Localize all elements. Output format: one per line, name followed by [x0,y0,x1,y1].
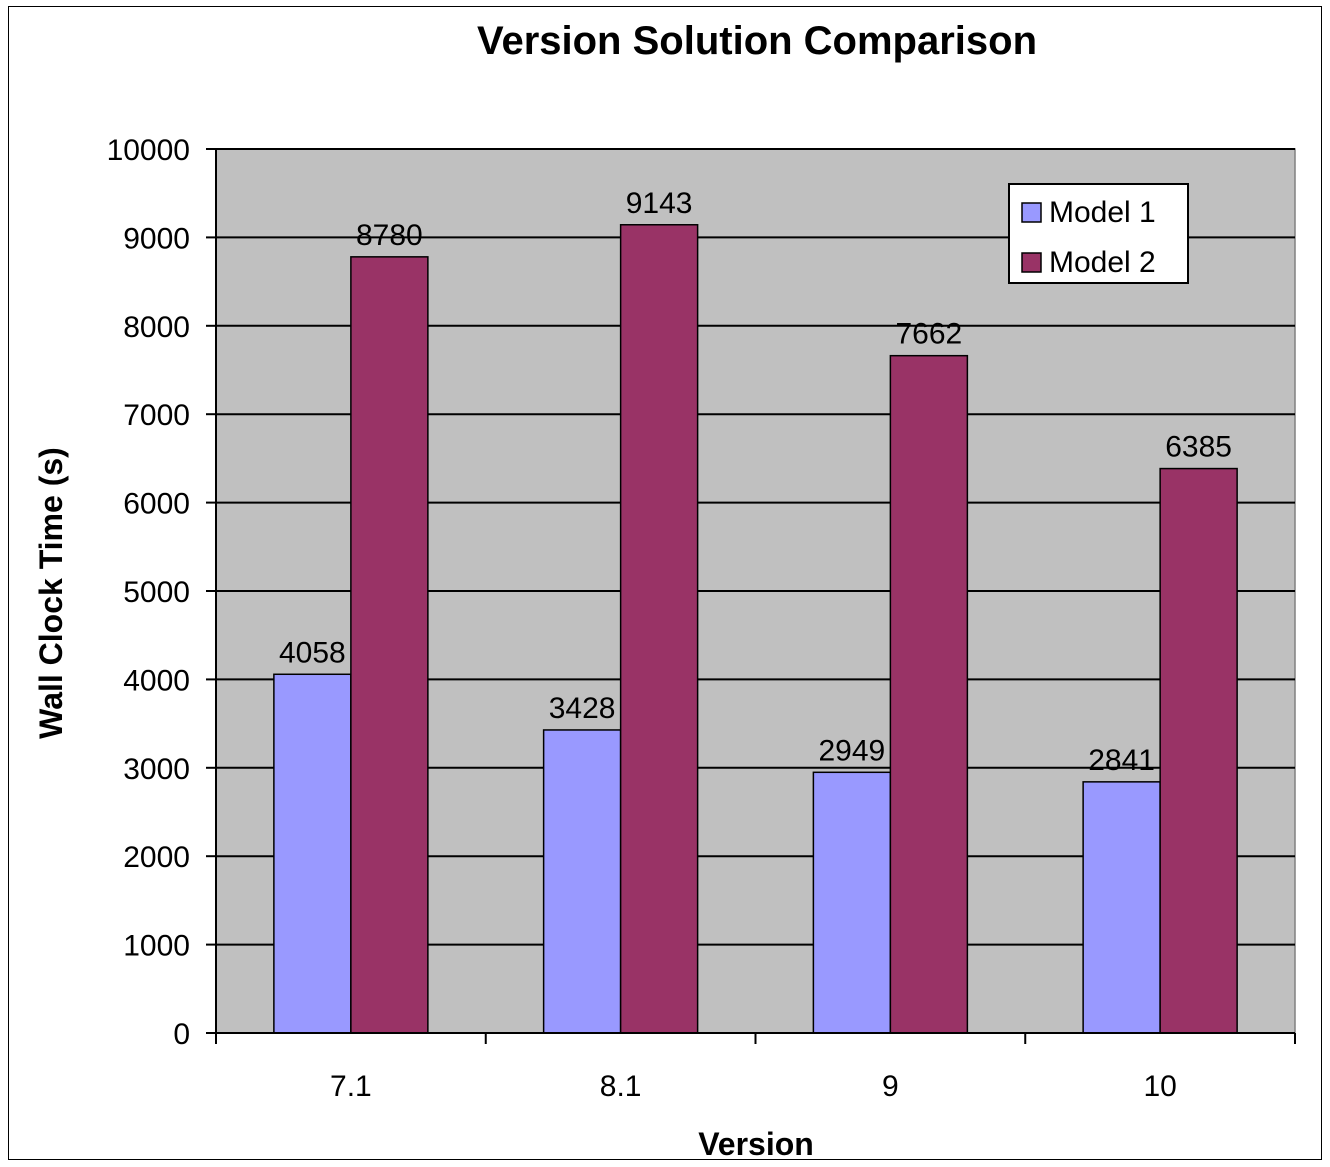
bar [542,729,622,1034]
bar [889,354,969,1034]
bar [619,224,699,1034]
y-tick-label: 5000 [123,576,190,609]
y-tick-label: 10000 [107,134,190,167]
y-tick-label: 6000 [123,488,190,521]
data-label: 8780 [356,219,423,252]
x-tick-label: 10 [1143,1070,1176,1103]
y-tick-label: 7000 [123,399,190,432]
bar [273,673,352,1034]
data-label: 7662 [896,318,963,351]
y-tick-label: 8000 [123,311,190,344]
x-tick-label: 8.1 [600,1070,642,1103]
data-label: 3428 [549,692,616,725]
plot-area: 0 1000 2000 3000 4000 5000 6000 7000 8000 9000 100… [107,134,1296,1103]
chart-title: Version Solution Comparison [477,19,1037,63]
legend-label: Model 2 [1049,246,1156,279]
legend-label: Model 1 [1049,196,1156,229]
bar [350,256,429,1034]
legend: Model 1 Model 2 [1008,183,1189,284]
y-tick-label: 9000 [123,222,190,255]
data-label: 9143 [626,187,693,220]
legend-swatch [1021,202,1042,223]
y-tick-label: 1000 [123,930,190,963]
data-label: 6385 [1165,431,1232,464]
y-tick-label: 0 [173,1018,190,1051]
data-label: 2949 [819,734,886,767]
y-tick-label: 3000 [123,753,190,786]
bar [1159,467,1238,1034]
bar [1082,781,1161,1034]
x-tick-label: 9 [882,1070,899,1103]
bar [812,771,892,1034]
data-label: 2841 [1088,744,1155,777]
y-tick-label: 4000 [123,664,190,697]
y-axis-title: Wall Clock Time (s) [33,447,69,739]
data-label: 4058 [279,636,346,669]
y-tick-label: 2000 [123,841,190,874]
x-axis-title: Version [698,1126,814,1162]
legend-swatch [1021,252,1042,273]
x-tick-label: 7.1 [330,1070,372,1103]
